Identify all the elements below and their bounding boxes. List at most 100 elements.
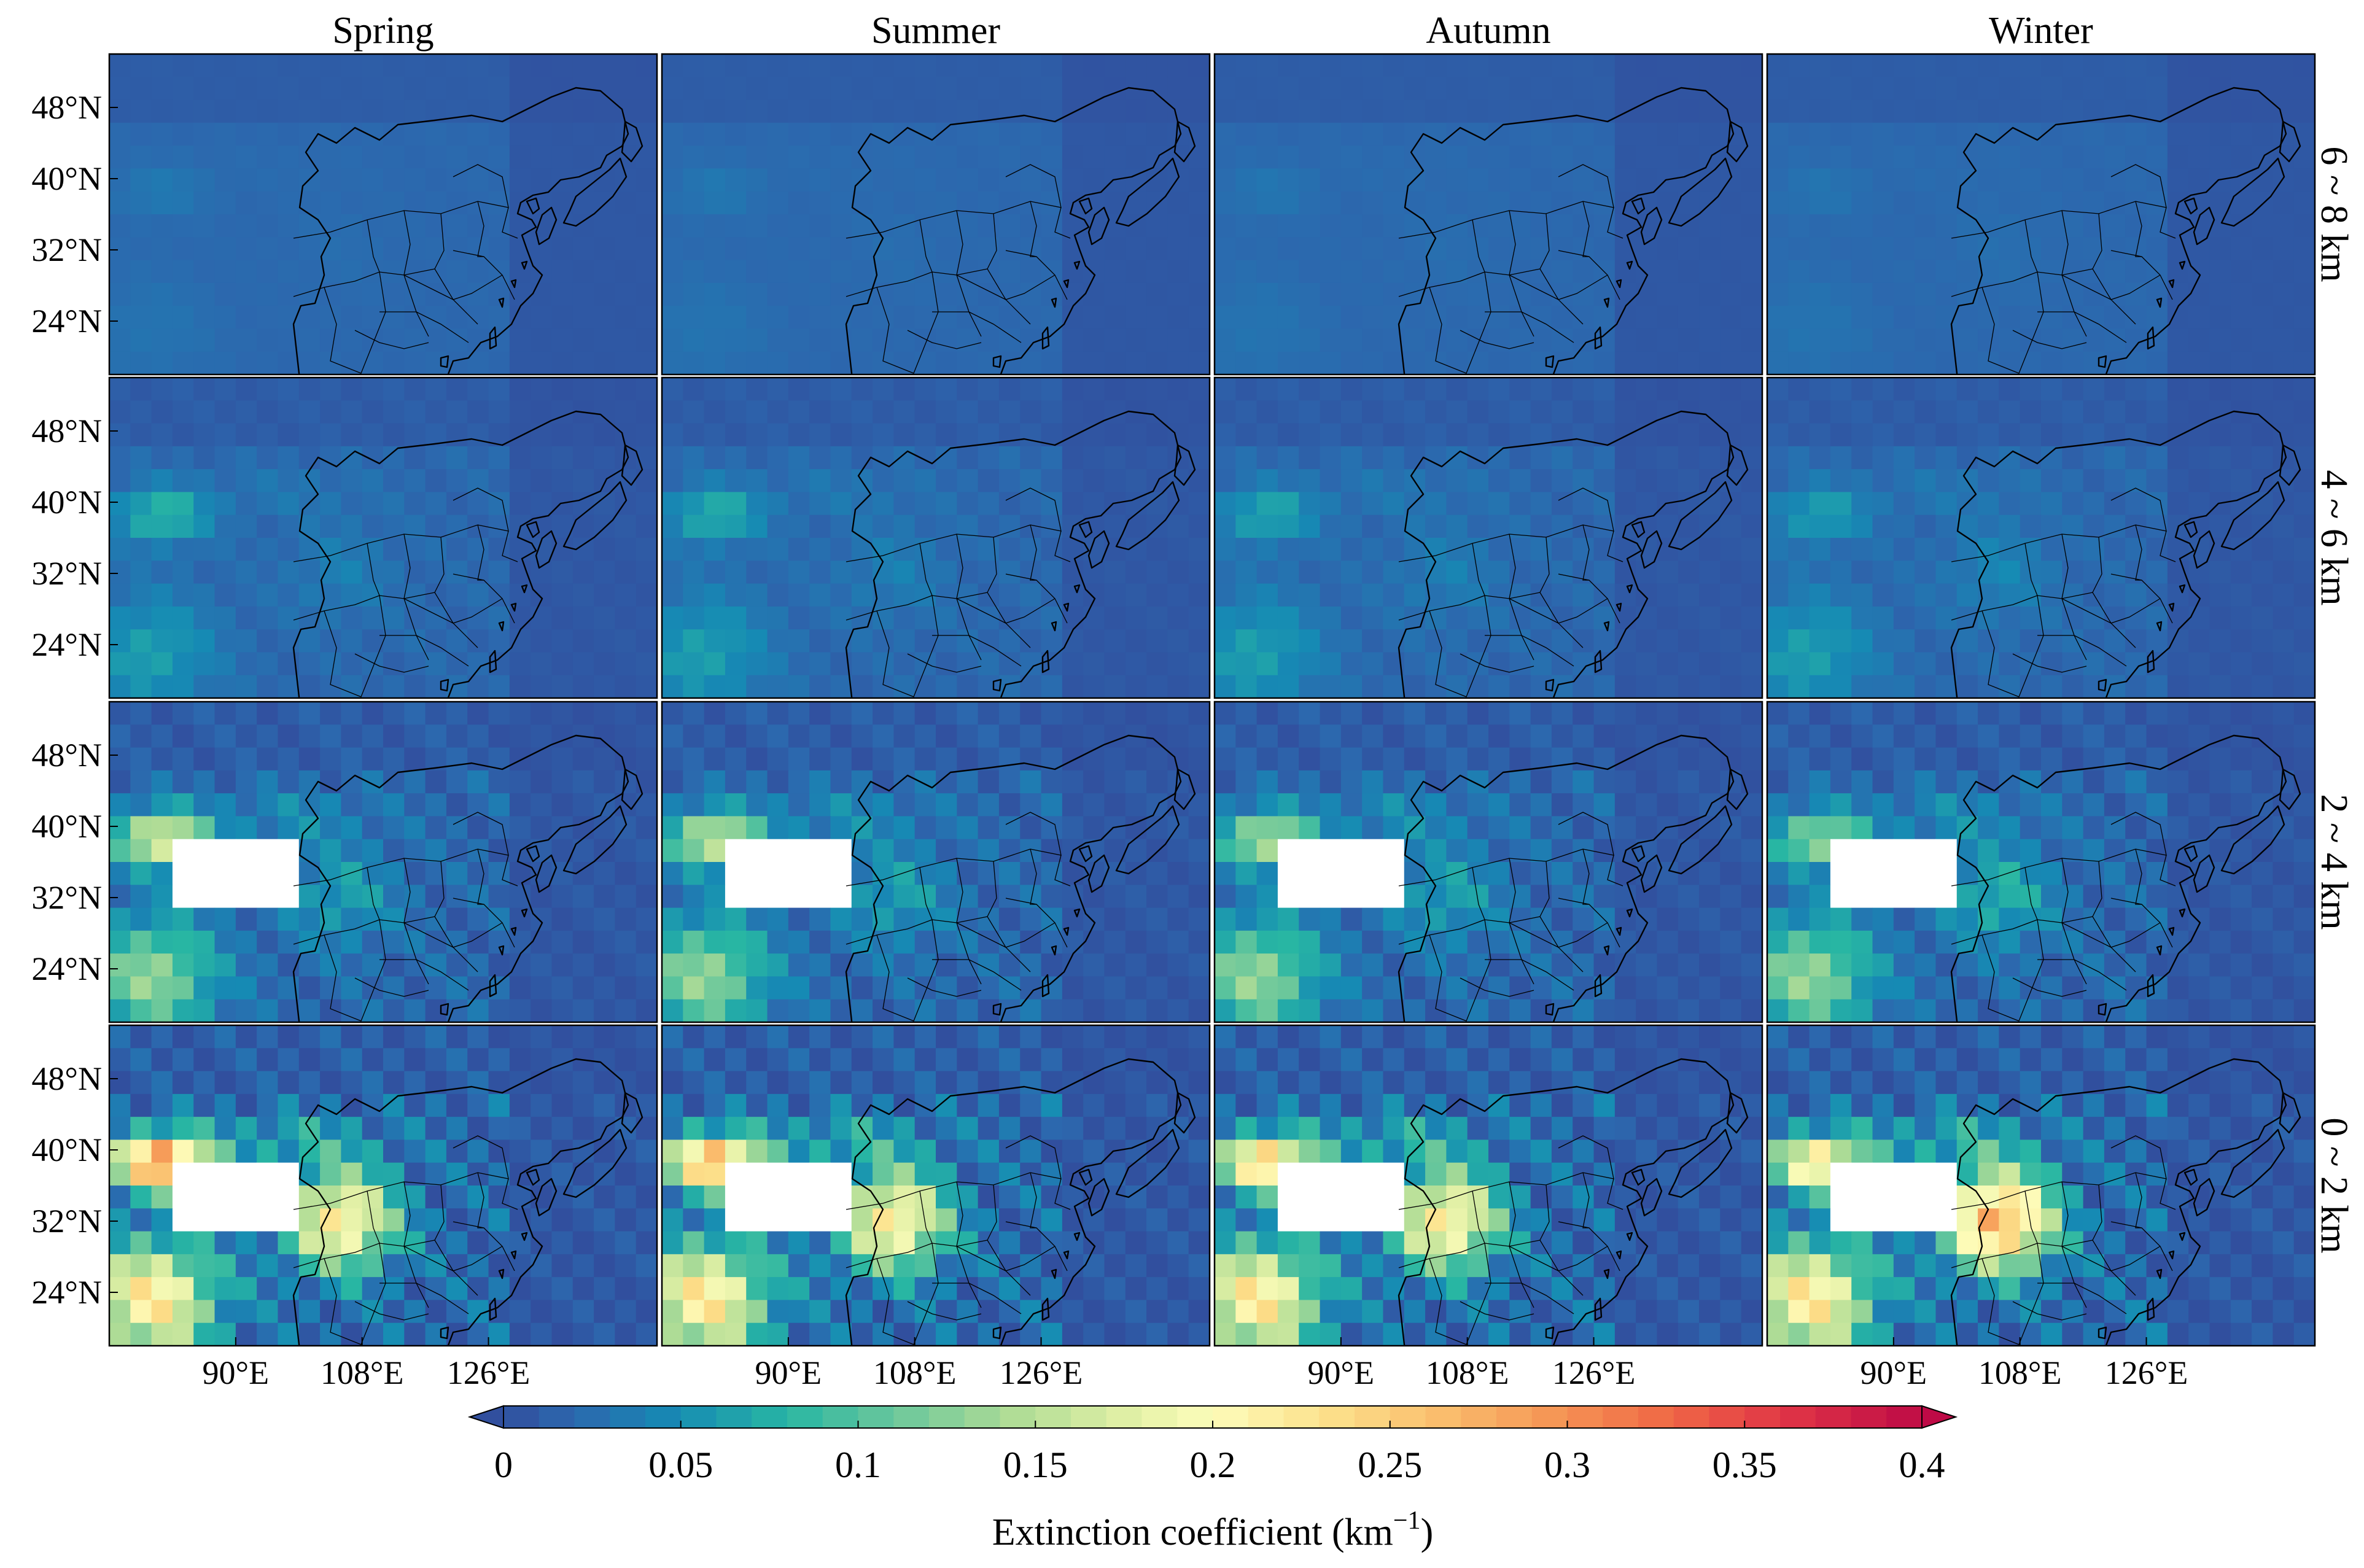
heat-cell (809, 1162, 831, 1186)
heat-cell (193, 907, 216, 931)
heat-cell (2104, 885, 2126, 909)
heat-cell (788, 652, 810, 676)
heat-cell (1915, 583, 1937, 607)
heat-cell (936, 237, 957, 261)
heat-cell (1893, 885, 1915, 909)
heat-cell (1551, 282, 1573, 306)
panel-summer-row-1 (661, 376, 1211, 699)
heat-cell (1915, 724, 1937, 748)
heat-cell (1999, 237, 2021, 261)
heat-cell (214, 99, 236, 123)
heat-cell (2273, 538, 2295, 561)
heat-cell (1446, 282, 1468, 306)
heat-cell (551, 54, 574, 77)
heat-cell (978, 1162, 1000, 1186)
heat-cell (446, 606, 468, 630)
heat-cell (1383, 400, 1405, 424)
heat-cell (1167, 400, 1189, 424)
heat-cell (1978, 282, 1999, 306)
heat-cell (1488, 839, 1510, 863)
panel-autumn-row-2 (1213, 701, 1763, 1023)
heat-cell (1425, 378, 1447, 401)
heat-cell (2188, 930, 2210, 954)
heat-cell (2041, 976, 2063, 1000)
heat-cell (1146, 862, 1168, 885)
heat-cell (615, 1277, 637, 1301)
heat-cell (746, 1025, 768, 1049)
heat-cell (788, 1139, 810, 1163)
heat-cell (1551, 260, 1573, 284)
heat-cell (746, 446, 768, 470)
heat-cell (2230, 146, 2252, 169)
heat-cell (1915, 77, 1937, 101)
heat-cell (1956, 583, 1978, 607)
heat-cell (341, 469, 363, 493)
heat-cell (531, 378, 553, 401)
heat-cell (172, 328, 194, 352)
heat-cell (1872, 351, 1894, 375)
heat-cell (704, 469, 726, 493)
heat-cell (1872, 747, 1894, 771)
heat-cell (214, 839, 236, 863)
heat-cell (1636, 168, 1658, 192)
heat-cell (978, 77, 1000, 101)
heat-cell (1383, 214, 1405, 238)
heat-cell (704, 1162, 726, 1186)
heat-cell (320, 724, 341, 748)
heat-cell (214, 724, 236, 748)
heat-cell (214, 770, 236, 794)
heat-cell (914, 606, 936, 630)
heat-cell (1935, 378, 1958, 401)
heat-cell (446, 907, 468, 931)
heat-cell (893, 839, 916, 863)
heat-cell (320, 400, 341, 424)
heat-cell (1188, 54, 1210, 77)
heat-cell (957, 976, 979, 1000)
heat-cell (1893, 724, 1915, 748)
heat-cell (151, 1139, 173, 1163)
heat-cell (1104, 930, 1126, 954)
heat-cell (214, 351, 236, 375)
heat-cell (1340, 469, 1363, 493)
heat-cell (1509, 747, 1531, 771)
heat-cell (1956, 122, 1978, 146)
heat-cell (957, 652, 979, 676)
heat-cell (214, 306, 236, 330)
heat-cell (1215, 816, 1236, 840)
heat-cell (1362, 260, 1384, 284)
heat-cell (2252, 724, 2273, 748)
heat-cell (2167, 675, 2189, 698)
heat-cell (341, 168, 363, 192)
heat-cell (1851, 99, 1873, 123)
heat-cell (362, 1186, 384, 1209)
heat-cell (214, 1208, 236, 1232)
heat-cell (830, 54, 852, 77)
heat-cell (1467, 747, 1489, 771)
heat-cell (1020, 1048, 1042, 1072)
heat-cell (467, 724, 489, 748)
heat-cell (873, 1048, 894, 1072)
heat-cell (172, 260, 194, 284)
heat-cell (172, 1277, 194, 1301)
heat-cell (1509, 675, 1531, 698)
heat-cell (1299, 793, 1321, 817)
heat-cell (509, 492, 531, 516)
heat-cell (662, 469, 683, 493)
heat-cell (341, 282, 363, 306)
heat-cell (1146, 953, 1168, 977)
heat-cell (615, 1322, 637, 1346)
heat-cell (957, 446, 979, 470)
heat-cell (1277, 976, 1299, 1000)
heat-cell (662, 976, 683, 1000)
heat-cell (1083, 747, 1105, 771)
heat-cell (704, 351, 726, 375)
heat-cell (1893, 306, 1915, 330)
heat-cell (1277, 77, 1299, 101)
heat-cell (636, 191, 657, 215)
heat-cell (662, 214, 683, 238)
heat-cell (341, 1277, 363, 1301)
heat-cell (914, 54, 936, 77)
heat-cell (362, 1322, 384, 1346)
heat-cell (278, 146, 300, 169)
heat-cell (1188, 400, 1210, 424)
